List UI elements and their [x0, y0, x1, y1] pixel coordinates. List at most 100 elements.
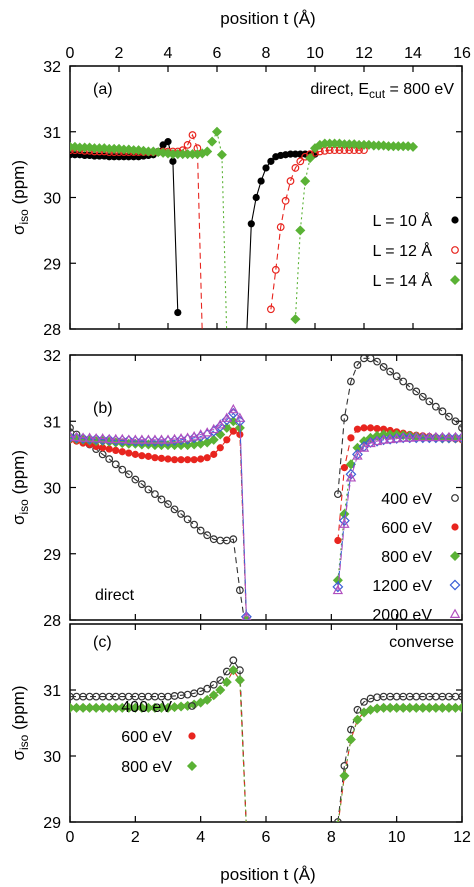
x-tick-label: 2: [131, 829, 140, 846]
data-point: [425, 397, 434, 406]
data-point: [262, 164, 270, 172]
data-point: [345, 734, 356, 745]
series-4: [70, 403, 462, 620]
x-tick-label: 14: [404, 45, 422, 62]
data-point: [164, 500, 172, 508]
data-point: [215, 419, 226, 429]
data-point: [430, 431, 442, 442]
data-point: [151, 490, 159, 499]
data-point: [399, 377, 408, 386]
data-point: [70, 431, 76, 443]
data-point: [228, 403, 239, 414]
data-point: [183, 140, 192, 149]
legend-marker: [449, 274, 461, 286]
series-line: [70, 669, 462, 822]
x-tick-label: 10: [388, 829, 406, 846]
data-point: [203, 684, 212, 693]
data-point: [215, 684, 226, 696]
data-point: [404, 432, 415, 442]
plot-area: [70, 656, 462, 822]
y-tick-label: 29: [43, 815, 61, 832]
legend-marker: [186, 760, 198, 772]
legend-marker: [449, 608, 461, 618]
data-point: [352, 714, 363, 725]
data-point: [84, 432, 95, 442]
data-point: [221, 677, 232, 688]
data-point: [202, 694, 213, 705]
legend-label: 800 eV: [381, 549, 432, 566]
data-point: [424, 431, 435, 442]
data-point: [143, 434, 154, 444]
data-point: [157, 495, 166, 504]
data-point: [431, 402, 440, 411]
data-point: [418, 392, 427, 401]
series-line: [70, 133, 364, 329]
data-point: [207, 136, 218, 147]
data-point: [412, 387, 421, 396]
data-point: [197, 455, 205, 463]
data-point: [290, 314, 301, 325]
data-point: [458, 692, 462, 701]
data-point: [391, 433, 402, 443]
data-point: [411, 431, 422, 442]
data-point: [445, 412, 453, 421]
panel-label: (c): [93, 634, 112, 651]
data-point: [241, 611, 252, 620]
data-point: [97, 433, 108, 443]
legend-marker: [188, 702, 196, 710]
data-point: [339, 770, 350, 781]
data-point: [144, 452, 152, 460]
data-point: [353, 705, 362, 714]
data-point: [451, 417, 460, 426]
data-point: [267, 305, 275, 314]
data-point: [353, 425, 362, 433]
data-point: [378, 434, 389, 444]
data-point: [373, 357, 381, 366]
data-point: [110, 433, 121, 444]
legend-label: 400 eV: [121, 699, 172, 716]
plot-area: [70, 126, 419, 340]
data-point: [208, 434, 219, 445]
data-point: [103, 433, 115, 444]
data-point: [138, 452, 146, 460]
data-point: [125, 449, 133, 457]
series-line: [70, 130, 414, 329]
legend-label: 800 eV: [121, 759, 172, 776]
data-point: [371, 435, 383, 447]
legend-marker: [188, 732, 196, 740]
data-point: [347, 725, 355, 734]
series-1: [70, 666, 462, 822]
x-tick-label: 8: [327, 829, 336, 846]
series-line: [70, 669, 462, 822]
y-tick-label: 29: [43, 256, 61, 273]
data-point: [353, 361, 362, 369]
data-point: [456, 432, 462, 444]
top-axis-label: position t (Å): [220, 9, 315, 28]
data-point: [437, 431, 448, 442]
y-axis-label: σiso (ppm): [9, 160, 31, 235]
data-point: [112, 446, 120, 455]
data-point: [174, 308, 182, 317]
data-point: [209, 680, 218, 689]
data-point: [130, 434, 141, 444]
data-point: [360, 424, 368, 432]
data-point: [177, 456, 185, 464]
panel-1: 28 29 30 31 32 σiso (ppm) (b) direct 400 eV 600 e…: [9, 348, 463, 630]
data-point: [222, 331, 231, 340]
y-axis-label: σiso (ppm): [9, 686, 31, 761]
data-point: [203, 531, 212, 540]
data-point: [123, 434, 135, 444]
plot-frame: [69, 623, 463, 823]
y-tick-label: 32: [43, 59, 61, 76]
bottom-axis-label: position t (Å): [220, 865, 315, 884]
data-point: [384, 433, 396, 444]
x-tick-label: 8: [262, 45, 271, 62]
x-tick-label: 10: [306, 45, 324, 62]
x-tick-label: 4: [164, 45, 173, 62]
panel-annotation: direct: [95, 587, 135, 604]
data-point: [77, 432, 89, 442]
data-point: [177, 510, 185, 518]
legend-label: 2000 eV: [372, 607, 432, 624]
y-tick-label: 28: [43, 322, 61, 339]
data-point: [208, 423, 219, 434]
